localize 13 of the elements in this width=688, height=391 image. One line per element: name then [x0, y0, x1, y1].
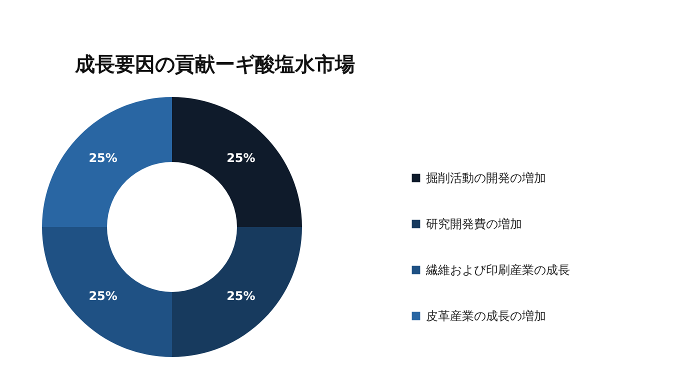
- donut-slice: [42, 227, 172, 357]
- donut-slice: [42, 97, 172, 227]
- legend-label: 皮革産業の成長の増加: [426, 309, 546, 323]
- data-label: 25%: [88, 151, 118, 166]
- data-label: 25%: [226, 288, 256, 303]
- data-label: 25%: [226, 151, 256, 166]
- donut-slice: [172, 227, 302, 357]
- legend-label: 掘削活動の開発の増加: [426, 171, 546, 185]
- legend-label: 研究開発費の増加: [426, 217, 522, 231]
- data-label: 25%: [88, 288, 118, 303]
- chart-title: 成長要因の貢献ーギ酸塩水市場: [74, 52, 355, 76]
- legend-label: 繊維および印刷産業の成長: [425, 263, 570, 277]
- donut-slice: [172, 97, 302, 227]
